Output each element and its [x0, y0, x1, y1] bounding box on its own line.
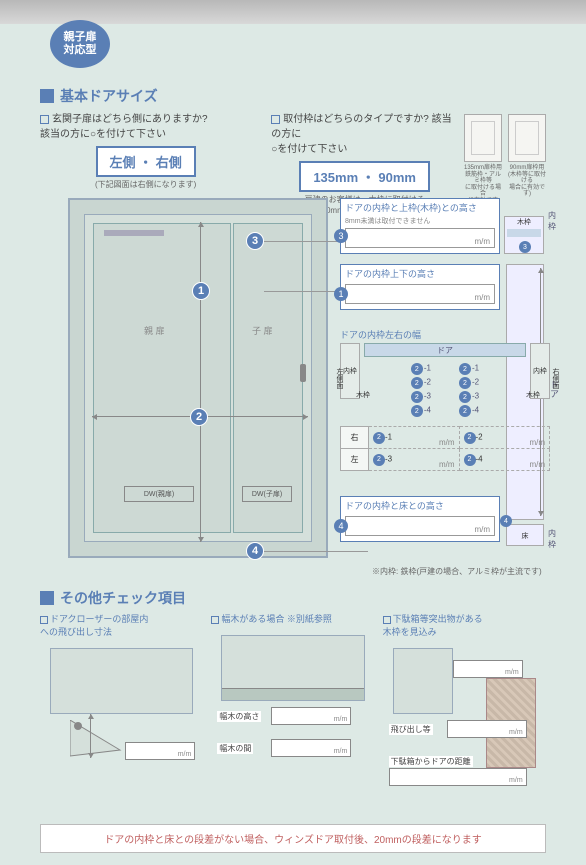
m4-num: 4 — [334, 519, 348, 533]
q1-note: (下記図面は右側になります) — [40, 179, 251, 190]
m4-field[interactable]: m/m — [345, 516, 495, 536]
checkbox-icon — [40, 616, 48, 624]
type-badge: 親子扉 対応型 — [50, 20, 110, 68]
check-b-lab1: 幅木の高さ — [217, 711, 261, 722]
lr-wood-left: 木枠 — [356, 390, 370, 400]
check-b-field1[interactable]: m/m — [271, 707, 351, 725]
section-other-checks: その他チェック項目 ドアクローザーの部屋内 への飛び出し寸法 m/m 幅木がある… — [0, 582, 586, 782]
m3-num: 3 — [334, 229, 348, 243]
m4-floor-label: 床 — [507, 531, 543, 541]
marker-3: 3 — [246, 232, 264, 250]
section2-title: その他チェック項目 — [40, 588, 586, 608]
marker-2: 2 — [190, 408, 208, 426]
checkbox-icon — [383, 616, 391, 624]
door-outer-frame: 親 扉 DW(親扉) 子 扉 DW(子扉) 1 2 3 4 — [68, 198, 328, 558]
main-door-panel: 親 扉 DW(親扉) — [93, 223, 231, 533]
check-b-title: 幅木がある場合 ※別紙参照 — [221, 614, 332, 624]
door-inner-frame: 親 扉 DW(親扉) 子 扉 DW(子扉) — [84, 214, 312, 542]
lr-left-side-lab: 左側面 — [334, 368, 344, 389]
checkbox-icon — [271, 115, 280, 124]
m1-title: ドアの内枠上下の高さ — [341, 265, 499, 282]
m4-title: ドアの内枠と床との高さ — [341, 497, 499, 514]
dim-1-arrow — [200, 222, 201, 542]
check-c-field0[interactable]: m/m — [453, 660, 523, 678]
check-c-lab2: 下駄箱からドアの距離 — [389, 756, 473, 767]
check-baseboard: 幅木がある場合 ※別紙参照 幅木の高さ m/m 幅木の間 m/m — [211, 612, 374, 782]
marker-1: 1 — [192, 282, 210, 300]
m4-side2-label: 内枠 — [548, 528, 556, 550]
door-closer-icon — [104, 230, 164, 236]
lr-title: ドアの内枠左右の幅 — [340, 328, 550, 341]
leader-4 — [264, 551, 368, 552]
choice-frame[interactable]: 135mm ・ 90mm — [299, 161, 430, 192]
check-shoebox: 下駄箱等突出物がある 木枠を見込み m/m 飛び出し等 m/m 下駄箱からドアの… — [383, 612, 546, 782]
check-b-diagram: 幅木の高さ m/m 幅木の間 m/m — [211, 629, 374, 769]
sub-door-label: 子 扉 — [252, 324, 273, 337]
check-b-lab2: 幅木の間 — [217, 743, 253, 754]
check-c-field1[interactable]: m/m — [447, 720, 527, 738]
mtable-r-b[interactable]: 2-2m/m — [459, 427, 550, 449]
m4-side-diagram: 4 床 — [506, 524, 544, 546]
door-diagram: 親 扉 DW(親扉) 子 扉 DW(子扉) 1 2 3 4 ドアの内枠と上枠(木… — [40, 190, 546, 575]
badge-line2: 対応型 — [64, 44, 97, 57]
mini-door-c — [393, 648, 453, 714]
sub-door-panel: 子 扉 DW(子扉) — [233, 223, 303, 533]
section1-title-text: 基本ドアサイズ — [60, 86, 158, 106]
section1-title: 基本ドアサイズ — [40, 86, 586, 106]
check-c-lab1: 飛び出し等 — [389, 724, 433, 735]
m3-side1: 木枠 — [505, 217, 543, 227]
mini-door-b — [221, 635, 364, 701]
m3-field[interactable]: m/m — [345, 228, 495, 248]
mtable-l-b[interactable]: 2-4m/m — [459, 449, 550, 471]
dw-main-box[interactable]: DW(親扉) — [124, 486, 194, 502]
q2-text: 取付枠はどちらのタイプですか? 該当の方に ○を付けて下さい — [271, 114, 451, 155]
m1-num: 1 — [334, 287, 348, 301]
measure-1-box: ドアの内枠上下の高さ m/m 1 — [340, 264, 500, 310]
badge-line1: 親子扉 — [64, 31, 97, 44]
frame-135-icon: 135mm扉枠用 鉄筋枠・アルミ枠等 に取付ける場合 に有効です — [464, 114, 502, 162]
check-c-title: 下駄箱等突出物がある 木枠を見込み — [383, 614, 483, 637]
checkbox-icon — [211, 616, 219, 624]
marker-4: 4 — [246, 542, 264, 560]
mtable-lab-left: 左 — [341, 449, 369, 471]
mtable-r-a[interactable]: 2-1m/m — [369, 427, 460, 449]
measure-2-table: 右 2-1m/m 2-2m/m 左 2-3m/m 2-4m/m — [340, 426, 550, 471]
footnote: ※内枠: 鉄枠(戸建の場合、アルミ枠が主流です) — [372, 566, 542, 577]
dw-sub-box[interactable]: DW(子扉) — [242, 486, 292, 502]
measure-3-box: ドアの内枠と上枠(木枠)との高さ 8mm未満は取付できません m/m 3 — [340, 198, 500, 254]
frame-90-icon: 90mm扉枠用 (木枠等に取付ける 場合に有効です) — [508, 114, 546, 162]
door-handle-icon — [300, 364, 306, 382]
lr-right-side-lab: 右側面 — [550, 368, 560, 389]
m1-unit: m/m — [474, 293, 490, 302]
m3-title: ドアの内枠と上枠(木枠)との高さ — [341, 199, 499, 216]
mini-door-a — [50, 648, 193, 714]
check-a-arrow — [90, 714, 91, 758]
check-a-field[interactable]: m/m — [125, 742, 195, 760]
m4-unit: m/m — [474, 525, 490, 534]
m3-unit: m/m — [474, 237, 490, 246]
m3-sub: 8mm未満は取付できません — [341, 216, 499, 226]
bottom-note: ドアの内枠と床との段差がない場合、ウィンズドア取付後、20mmの段差になります — [40, 824, 546, 853]
lr-wood-right: 木枠 — [526, 390, 540, 400]
check-c-diagram: m/m 飛び出し等 m/m 下駄箱からドアの距離 m/m — [383, 642, 546, 782]
check-a-diagram: m/m — [40, 642, 203, 782]
lr-bar: ドア — [364, 343, 526, 357]
m1-field[interactable]: m/m — [345, 284, 495, 304]
checkbox-icon — [40, 115, 49, 124]
main-door-label: 親 扉 — [144, 324, 165, 337]
m3-side-diagram: 木枠 3 — [504, 216, 544, 254]
mtable-lab-right: 右 — [341, 427, 369, 449]
q1-text: 玄関子扉はどちら側にありますか? 該当の方に○を付けて下さい — [40, 114, 208, 140]
mtable-l-a[interactable]: 2-3m/m — [369, 449, 460, 471]
lr-width-diagram: ドアの内枠左右の幅 ドア 内枠 内枠 2-12-1 2-22-2 2-32-3 … — [340, 328, 550, 422]
check-b-field2[interactable]: m/m — [271, 739, 351, 757]
measure-4-box: ドアの内枠と床との高さ m/m 4 — [340, 496, 500, 542]
m3-side2-label: 内枠 — [548, 210, 556, 232]
check-closer: ドアクローザーの部屋内 への飛び出し寸法 m/m — [40, 612, 203, 782]
check-c-field2[interactable]: m/m — [389, 768, 527, 786]
section2-title-text: その他チェック項目 — [60, 588, 186, 608]
check-a-title: ドアクローザーの部屋内 への飛び出し寸法 — [40, 614, 148, 637]
choice-side[interactable]: 左側 ・ 右側 — [96, 146, 196, 177]
